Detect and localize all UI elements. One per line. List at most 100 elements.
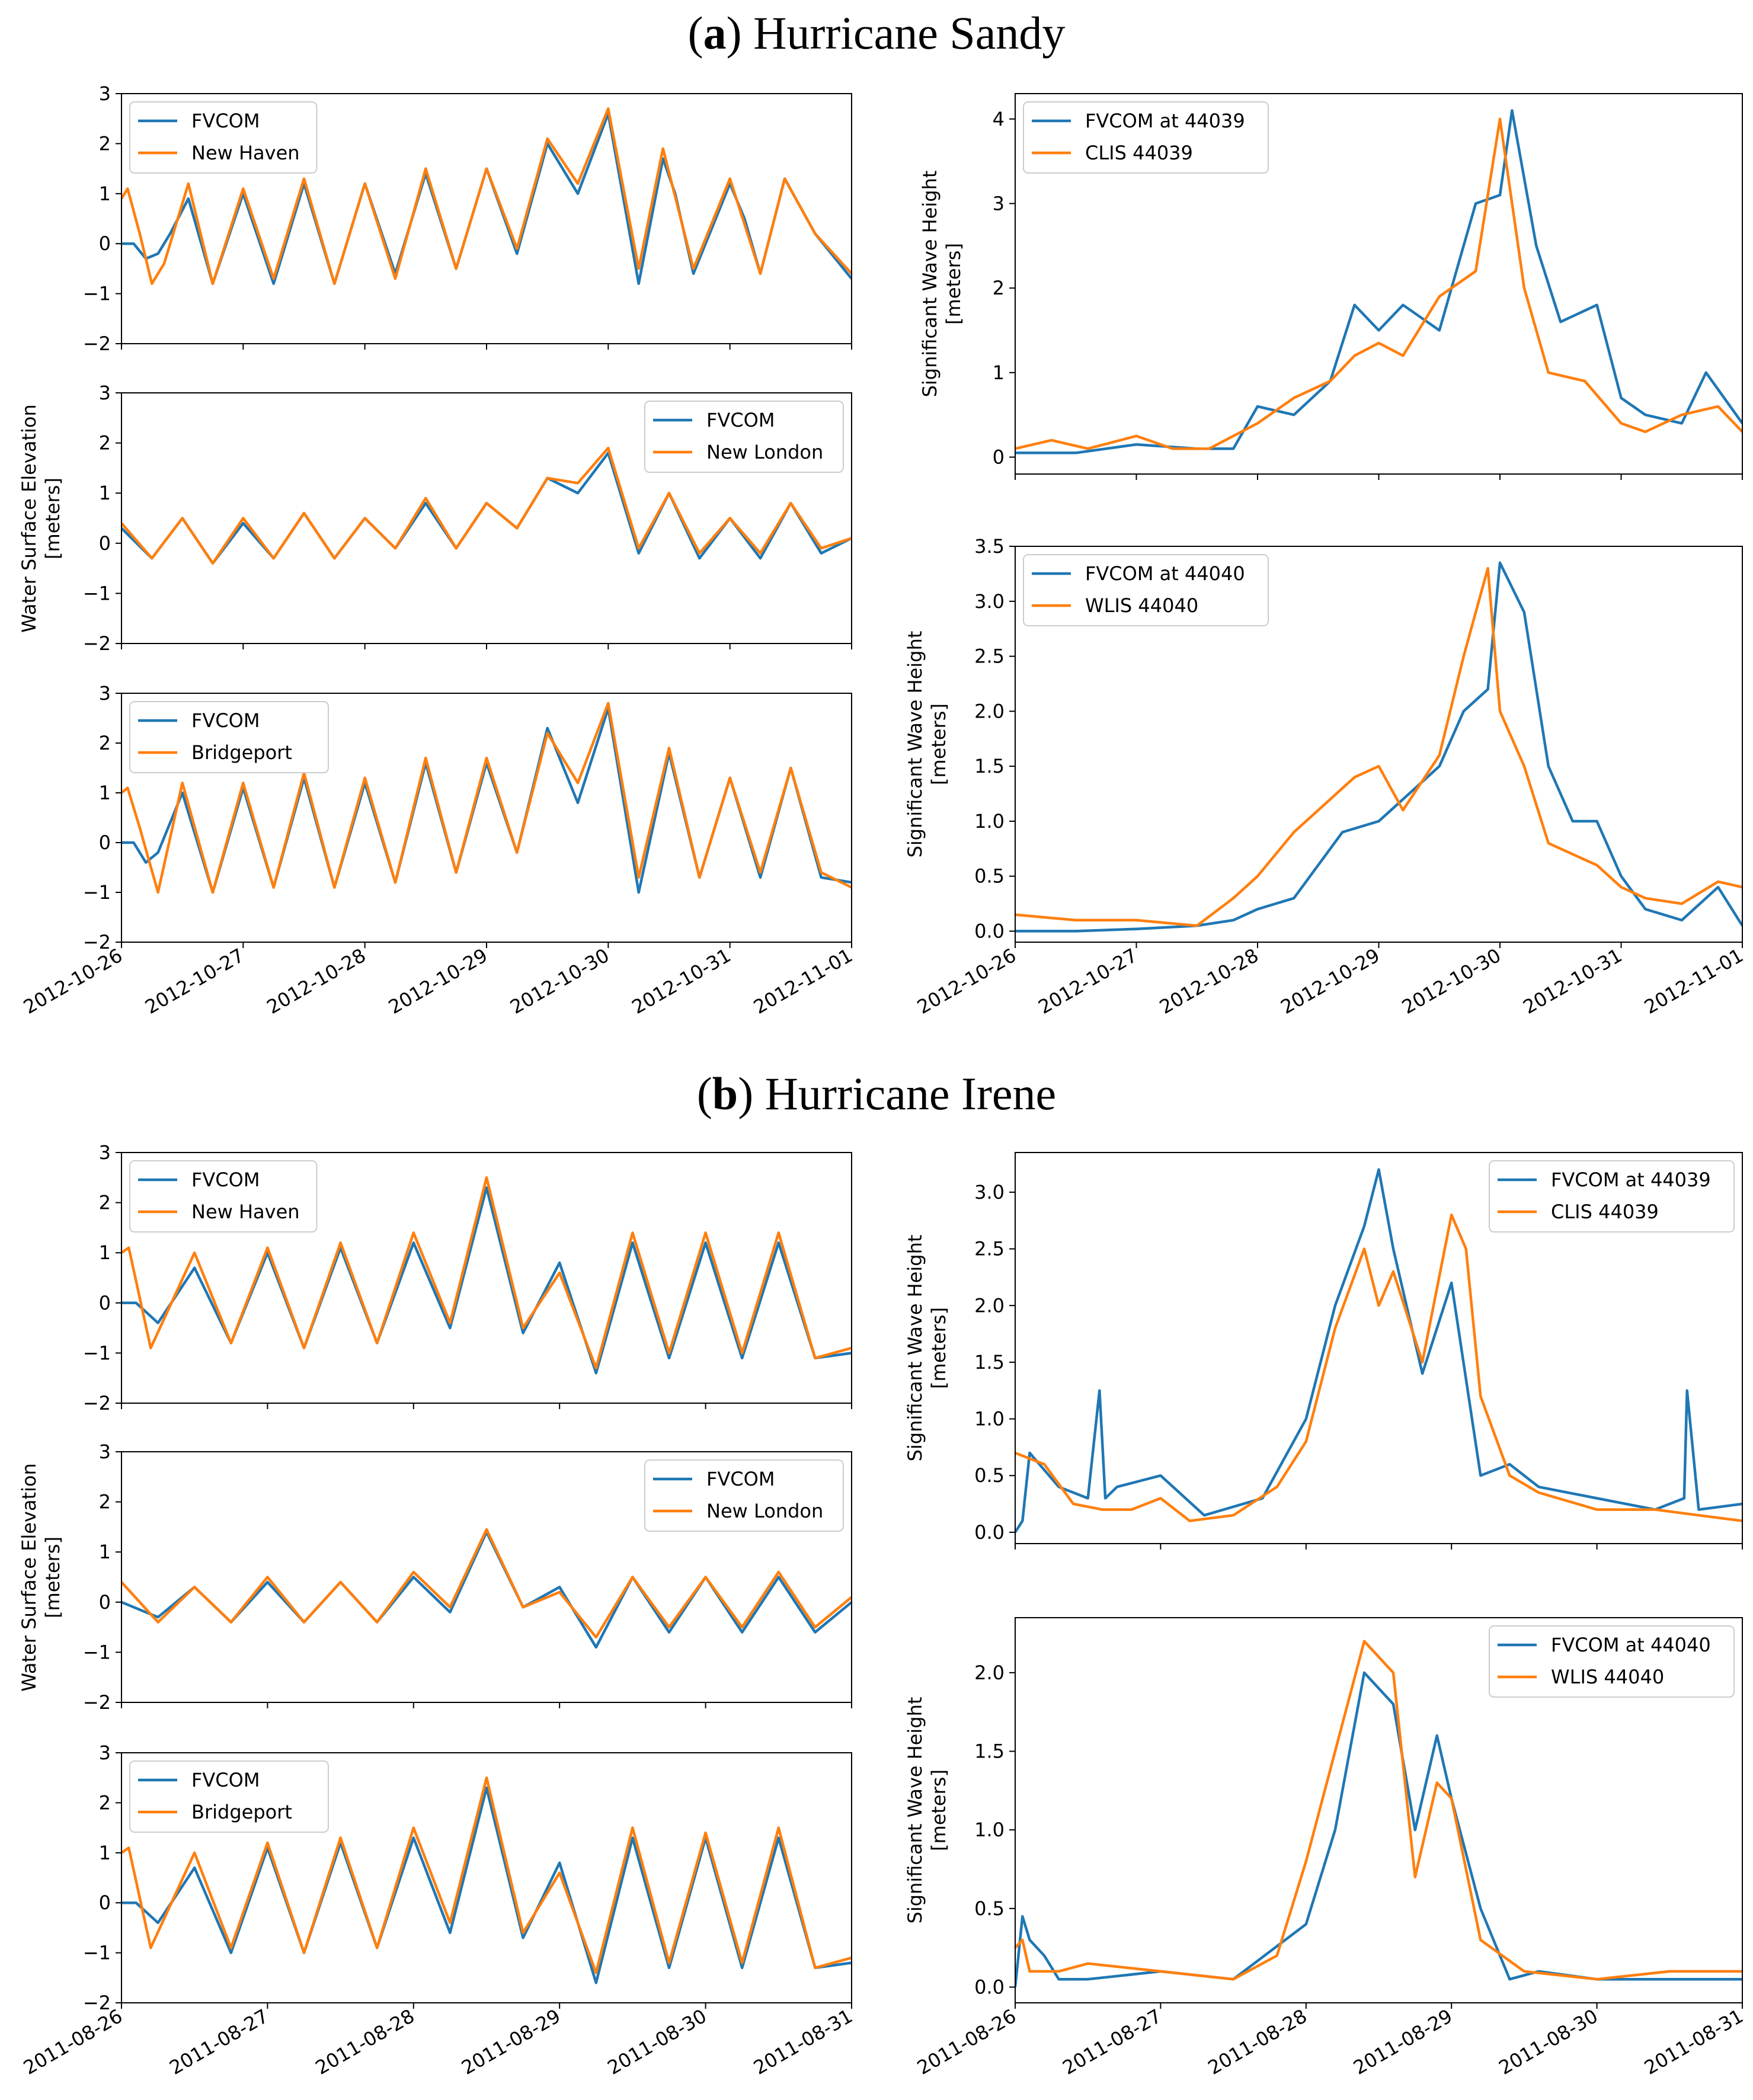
legend-label: Bridgeport <box>191 1801 292 1823</box>
y-axis-label-right-irene-2: Significant Wave Height[meters] <box>904 1697 950 1924</box>
legend: FVCOM at 44039 CLIS 44039 <box>1023 101 1269 174</box>
x-tick-label: 2012-10-26 <box>913 944 1020 1019</box>
y-tick-label: 2 <box>99 732 111 754</box>
y-tick-label: 0.5 <box>974 1464 1005 1487</box>
chart-panel-a-right-1: 0 1 2 3 4 FVCOM at 44039 CLIS 44039 <box>993 93 1743 480</box>
y-tick-label: 2.5 <box>974 645 1005 668</box>
y-axis-label-left-irene: Water Surface Elevation[meters] <box>18 1463 64 1691</box>
legend-label: Bridgeport <box>191 741 292 764</box>
y-tick-label: 2 <box>99 1491 111 1513</box>
legend: FVCOM New Haven <box>129 101 318 174</box>
y-tick-label: −2 <box>83 1691 111 1714</box>
legend-box <box>129 1760 329 1833</box>
series-line-model <box>1015 1671 1742 1987</box>
y-tick-label: 1 <box>99 482 111 504</box>
series-line-observed <box>1015 566 1742 927</box>
series-line-observed <box>121 446 852 565</box>
y-tick-label: 0.0 <box>974 1976 1005 1998</box>
legend-box <box>1023 554 1269 626</box>
series-line-observed <box>121 1176 852 1370</box>
legend: FVCOM Bridgeport <box>129 1760 329 1833</box>
x-tick-label: 2012-10-27 <box>141 944 248 1019</box>
y-tick-label: 1.5 <box>974 755 1005 777</box>
y-tick-label: −2 <box>83 632 111 655</box>
y-tick-label: 3.0 <box>974 1181 1005 1203</box>
series-line-observed <box>121 1776 852 1974</box>
y-tick-label: 0 <box>99 232 111 255</box>
legend-label: CLIS 44039 <box>1551 1201 1659 1223</box>
x-tick-label: 2011-08-29 <box>458 2005 564 2079</box>
series-line-observed <box>121 702 852 894</box>
y-tick-label: 3 <box>99 382 111 404</box>
y-axis-label-right-irene-1: Significant Wave Height[meters] <box>904 1235 950 1462</box>
series-line-model <box>1015 109 1742 454</box>
y-tick-label: 0 <box>993 446 1005 468</box>
y-tick-label: 2.0 <box>974 1662 1005 1684</box>
y-tick-label: 2 <box>99 1791 111 1814</box>
axes-frame <box>121 1451 852 1703</box>
y-tick-label: 1 <box>99 1241 111 1264</box>
legend: FVCOM Bridgeport <box>129 701 329 773</box>
series-line-observed <box>1015 117 1742 450</box>
y-tick-label: −2 <box>83 332 111 355</box>
y-axis-label-right-sandy-2: Significant Wave Height[meters] <box>904 631 950 858</box>
y-tick-label: 3 <box>99 1440 111 1463</box>
chart-panel-b-left-2: −2 −1 0 1 2 3 FVCOM New London <box>83 1440 852 1714</box>
y-tick-label: −2 <box>83 1992 111 2014</box>
y-tick-label: 0 <box>99 1591 111 1614</box>
legend-label: WLIS 44040 <box>1085 594 1198 617</box>
x-tick-label: 2012-10-29 <box>385 944 491 1019</box>
x-tick-label: 2012-11-01 <box>1640 944 1747 1019</box>
y-tick-label: 0.0 <box>974 920 1005 942</box>
y-tick-label: 1.5 <box>974 1740 1005 1763</box>
series-line-model <box>1015 1168 1742 1534</box>
x-tick-label: 2011-08-30 <box>1495 2005 1602 2079</box>
series-line-model <box>1015 561 1742 933</box>
y-tick-label: −1 <box>83 1942 111 1964</box>
x-tick-label: 2011-08-27 <box>165 2005 272 2079</box>
y-tick-label: 2.0 <box>974 700 1005 722</box>
y-tick-label: 2 <box>99 1192 111 1214</box>
axes-frame <box>1015 1152 1743 1544</box>
x-tick-label: 2011-08-27 <box>1058 2005 1165 2079</box>
legend-label: New London <box>706 441 823 463</box>
legend-box <box>129 701 329 773</box>
y-tick-label: −1 <box>83 283 111 305</box>
legend-box <box>1489 1160 1735 1233</box>
legend-label: FVCOM at 44039 <box>1085 110 1245 132</box>
series-line-model <box>121 1786 852 1984</box>
chart-panel-b-left-1: −2 −1 0 1 2 3 FVCOM New Haven <box>83 1141 852 1414</box>
legend-label: FVCOM <box>191 110 260 132</box>
y-tick-label: 2 <box>993 277 1005 299</box>
legend-label: FVCOM at 44040 <box>1085 562 1245 585</box>
series-line-model <box>121 1531 852 1649</box>
y-tick-label: 2 <box>99 132 111 155</box>
y-tick-label: 2 <box>99 432 111 454</box>
legend-label: FVCOM <box>706 1468 775 1490</box>
x-tick-label: 2012-10-27 <box>1034 944 1141 1019</box>
chart-panel-a-left-1: −2 −1 0 1 2 3 FVCOM New Haven <box>83 82 852 355</box>
y-tick-label: 0 <box>99 532 111 555</box>
y-tick-label: 2.5 <box>974 1238 1005 1260</box>
y-tick-label: 2.0 <box>974 1294 1005 1317</box>
legend: FVCOM at 44040 WLIS 44040 <box>1489 1625 1735 1698</box>
y-tick-label: −1 <box>83 1342 111 1364</box>
legend-label: FVCOM at 44040 <box>1551 1634 1711 1656</box>
x-tick-label: 2012-11-01 <box>750 944 856 1019</box>
legend-label: New Haven <box>191 1201 300 1223</box>
y-tick-label: 1.5 <box>974 1351 1005 1374</box>
legend-label: WLIS 44040 <box>1551 1666 1664 1688</box>
y-tick-label: −1 <box>83 881 111 904</box>
chart-panel-b-left-3: −2 −1 0 1 2 3 2011-08-26 2011-08-27 2011-08-28 20… <box>20 1742 856 2079</box>
legend: FVCOM at 44040 WLIS 44040 <box>1023 554 1269 626</box>
y-tick-label: 3 <box>99 682 111 705</box>
series-line-observed <box>1015 1640 1742 1981</box>
y-tick-label: −2 <box>83 1392 111 1414</box>
legend-box <box>1489 1625 1735 1698</box>
x-tick-label: 2012-10-26 <box>20 944 126 1019</box>
x-tick-label: 2012-10-30 <box>506 944 613 1019</box>
legend-label: FVCOM <box>191 709 260 732</box>
